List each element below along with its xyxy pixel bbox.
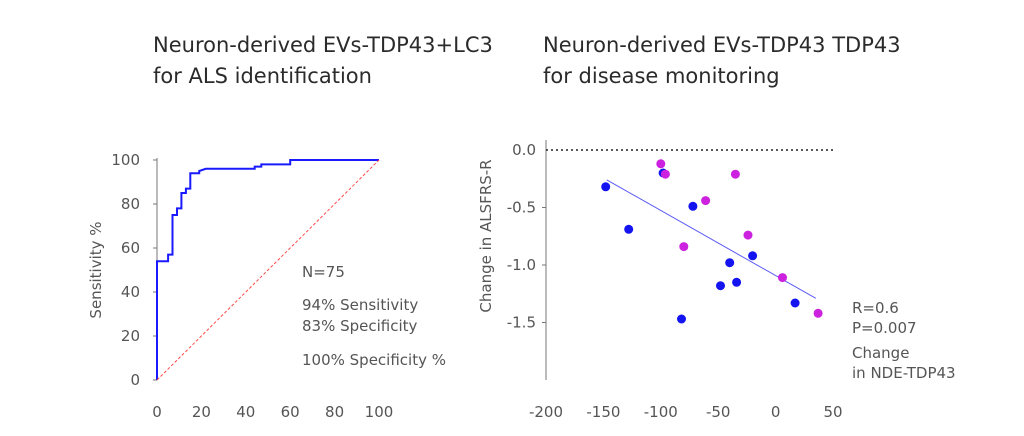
roc-y-tick-label: 60	[121, 239, 140, 257]
roc-chart-title: Neuron-derived EVs-TDP43+LC3 for ALS ide…	[153, 30, 493, 92]
scatter-title-line-2: for disease monitoring	[543, 64, 780, 88]
roc-x-tick-label: 100	[365, 403, 394, 421]
scatter-point-group-1	[624, 224, 634, 234]
scatter-chart-title: Neuron-derived EVs-TDP43 TDP43 for disea…	[543, 30, 901, 92]
scatter-y-tick-label: -0.5	[507, 199, 536, 217]
roc-annotation: 94% Sensitivity	[302, 296, 418, 314]
roc-curve	[156, 159, 379, 380]
roc-y-tick-label: 100	[111, 151, 140, 169]
roc-y-tick-label: 40	[121, 283, 140, 301]
scatter-point-group-1	[601, 182, 611, 192]
roc-x-tick-label: 0	[152, 403, 162, 421]
roc-reference-line	[156, 159, 380, 381]
scatter-point-group-2	[701, 196, 711, 206]
scatter-x-tick-label: 50	[823, 403, 842, 421]
scatter-point-group-1	[677, 314, 686, 324]
scatter-point-group-1	[688, 201, 698, 211]
scatter-point-group-2	[660, 169, 670, 179]
roc-title-line-2: for ALS identification	[153, 64, 372, 88]
scatter-point-group-2	[679, 242, 689, 252]
scatter-x-tick-label: -150	[586, 403, 620, 421]
roc-x-tick-label: 20	[192, 403, 211, 421]
roc-x-tick-label: 60	[281, 403, 300, 421]
scatter-chart: 0.0 -0.5 -1.0 -1.5 -200 -150 -100 -50 0 50 Change …	[477, 140, 956, 421]
roc-y-tick-label: 20	[121, 327, 140, 345]
scatter-x-tick-label: -200	[529, 403, 563, 421]
scatter-point-group-2	[730, 169, 740, 179]
scatter-x-tick-label: -50	[706, 403, 731, 421]
roc-y-tick-label: 0	[130, 371, 140, 389]
scatter-y-axis-label: Change in ALSFRS-R	[477, 159, 495, 312]
scatter-y-tick-label: -1.5	[507, 314, 536, 332]
roc-y-axis-label: Sensitivity %	[87, 221, 105, 318]
scatter-title-line-1: Neuron-derived EVs-TDP43 TDP43	[543, 33, 901, 57]
scatter-x-tick-label: 0	[771, 403, 781, 421]
scatter-point-group-1	[790, 298, 800, 308]
roc-annotation: 83% Specificity	[302, 317, 418, 335]
scatter-y-tick-label: -1.0	[507, 256, 536, 274]
scatter-point-group-1	[732, 277, 742, 287]
scatter-point-group-2	[813, 308, 823, 318]
roc-title-line-1: Neuron-derived EVs-TDP43+LC3	[153, 33, 493, 57]
roc-x-tick-label: 80	[325, 403, 344, 421]
scatter-y-tick-label: 0.0	[512, 141, 536, 159]
scatter-x-axis-label-line-1: Change	[852, 344, 909, 362]
scatter-point-group-1	[716, 281, 725, 291]
scatter-point-group-1	[725, 258, 735, 268]
scatter-x-tick-label: -100	[644, 403, 678, 421]
scatter-x-axis-label-line-2: in NDE-TDP43	[852, 364, 956, 382]
scatter-annotation-p: P=0.007	[852, 319, 917, 337]
roc-y-tick-label: 80	[121, 195, 140, 213]
scatter-point-group-2	[743, 230, 753, 240]
scatter-point-group-2	[656, 159, 666, 169]
roc-annotation: 100% Specificity %	[302, 351, 446, 369]
roc-x-tick-label: 40	[236, 403, 255, 421]
roc-chart: 0 20 40 60 80 100 0 20 40 60 80 100 Sensitivity % N=7…	[87, 151, 446, 421]
scatter-point-group-1	[748, 251, 758, 261]
roc-annotation: N=75	[302, 263, 345, 281]
scatter-point-group-2	[778, 273, 787, 283]
scatter-annotation-r: R=0.6	[852, 299, 899, 317]
